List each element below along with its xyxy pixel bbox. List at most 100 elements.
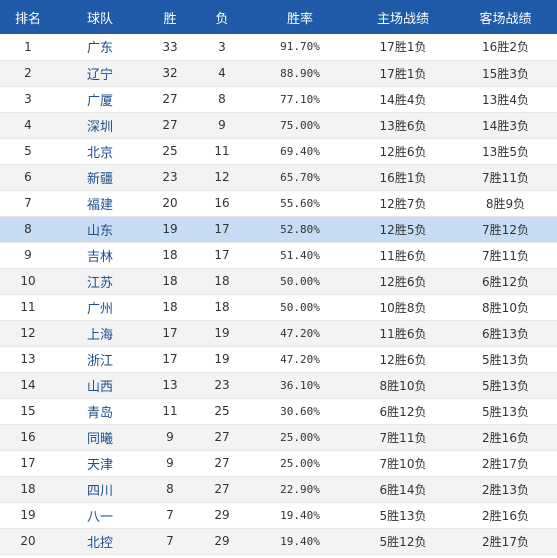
cell-losses: 29 xyxy=(196,502,248,529)
cell-away-record: 2胜17负 xyxy=(454,528,557,555)
cell-away-record: 6胜13负 xyxy=(454,320,557,347)
team-link[interactable]: 福建 xyxy=(56,190,144,217)
cell-rank: 20 xyxy=(0,528,56,555)
cell-losses: 27 xyxy=(196,450,248,477)
table-row[interactable]: 15 青岛 11 25 30.60% 6胜12负 5胜13负 xyxy=(0,398,557,425)
cell-rate: 50.00% xyxy=(248,294,352,321)
cell-wins: 17 xyxy=(144,346,196,373)
table-row[interactable]: 4 深圳 27 9 75.00% 13胜6负 14胜3负 xyxy=(0,112,557,139)
table-row[interactable]: 17 天津 9 27 25.00% 7胜10负 2胜17负 xyxy=(0,450,557,477)
table-row[interactable]: 9 吉林 18 17 51.40% 11胜6负 7胜11负 xyxy=(0,242,557,269)
cell-home-record: 16胜1负 xyxy=(352,164,454,191)
cell-home-record: 12胜6负 xyxy=(352,138,454,165)
table-row[interactable]: 12 上海 17 19 47.20% 11胜6负 6胜13负 xyxy=(0,320,557,347)
table-row[interactable]: 5 北京 25 11 69.40% 12胜6负 13胜5负 xyxy=(0,138,557,165)
table-row[interactable]: 8 山东 19 17 52.80% 12胜5负 7胜12负 xyxy=(0,216,557,243)
cell-away-record: 2胜17负 xyxy=(454,450,557,477)
cell-home-record: 7胜11负 xyxy=(352,424,454,451)
table-row[interactable]: 16 同曦 9 27 25.00% 7胜11负 2胜16负 xyxy=(0,424,557,451)
team-link[interactable]: 北控 xyxy=(56,528,144,555)
cell-home-record: 7胜10负 xyxy=(352,450,454,477)
cell-home-record: 17胜1负 xyxy=(352,60,454,87)
cell-rate: 30.60% xyxy=(248,398,352,425)
table-row[interactable]: 2 辽宁 32 4 88.90% 17胜1负 15胜3负 xyxy=(0,60,557,87)
cell-wins: 7 xyxy=(144,502,196,529)
cell-rank: 17 xyxy=(0,450,56,477)
cell-losses: 18 xyxy=(196,268,248,295)
team-link[interactable]: 青岛 xyxy=(56,398,144,425)
cell-home-record: 12胜6负 xyxy=(352,268,454,295)
cell-wins: 27 xyxy=(144,112,196,139)
team-link[interactable]: 新疆 xyxy=(56,164,144,191)
cell-wins: 11 xyxy=(144,398,196,425)
team-link[interactable]: 辽宁 xyxy=(56,60,144,87)
cell-rank: 15 xyxy=(0,398,56,425)
cell-losses: 25 xyxy=(196,398,248,425)
cell-wins: 7 xyxy=(144,528,196,555)
team-link[interactable]: 天津 xyxy=(56,450,144,477)
cell-home-record: 11胜6负 xyxy=(352,242,454,269)
cell-rank: 11 xyxy=(0,294,56,321)
table-row[interactable]: 14 山西 13 23 36.10% 8胜10负 5胜13负 xyxy=(0,372,557,399)
header-home: 主场战绩 xyxy=(376,11,429,27)
cell-rate: 25.00% xyxy=(248,450,352,477)
team-link[interactable]: 浙江 xyxy=(56,346,144,373)
cell-home-record: 12胜7负 xyxy=(352,190,454,217)
cell-away-record: 2胜16负 xyxy=(454,502,557,529)
team-link[interactable]: 吉林 xyxy=(56,242,144,269)
cell-away-record: 8胜9负 xyxy=(454,190,557,217)
header-losses: 负 xyxy=(215,11,229,27)
cell-wins: 9 xyxy=(144,424,196,451)
cell-rate: 19.40% xyxy=(248,528,352,555)
team-link[interactable]: 四川 xyxy=(56,476,144,503)
header-rank: 排名 xyxy=(14,11,41,27)
team-link[interactable]: 同曦 xyxy=(56,424,144,451)
cell-wins: 18 xyxy=(144,268,196,295)
cell-rate: 36.10% xyxy=(248,372,352,399)
team-link[interactable]: 山东 xyxy=(56,216,144,243)
cell-rate: 55.60% xyxy=(248,190,352,217)
cell-away-record: 13胜4负 xyxy=(454,86,557,113)
team-link[interactable]: 广厦 xyxy=(56,86,144,113)
team-link[interactable]: 山西 xyxy=(56,372,144,399)
team-link[interactable]: 深圳 xyxy=(56,112,144,139)
table-row[interactable]: 20 北控 7 29 19.40% 5胜12负 2胜17负 xyxy=(0,528,557,555)
cell-away-record: 5胜13负 xyxy=(454,398,557,425)
cell-home-record: 5胜12负 xyxy=(352,528,454,555)
cell-wins: 20 xyxy=(144,190,196,217)
team-link[interactable]: 上海 xyxy=(56,320,144,347)
table-row[interactable]: 10 江苏 18 18 50.00% 12胜6负 6胜12负 xyxy=(0,268,557,295)
cell-losses: 29 xyxy=(196,528,248,555)
cell-rank: 5 xyxy=(0,138,56,165)
cell-rate: 19.40% xyxy=(248,502,352,529)
team-link[interactable]: 广州 xyxy=(56,294,144,321)
table-row[interactable]: 11 广州 18 18 50.00% 10胜8负 8胜10负 xyxy=(0,294,557,321)
team-link[interactable]: 江苏 xyxy=(56,268,144,295)
table-row[interactable]: 3 广厦 27 8 77.10% 14胜4负 13胜4负 xyxy=(0,86,557,113)
cell-losses: 23 xyxy=(196,372,248,399)
cell-rate: 77.10% xyxy=(248,86,352,113)
cell-rank: 18 xyxy=(0,476,56,503)
table-row[interactable]: 7 福建 20 16 55.60% 12胜7负 8胜9负 xyxy=(0,190,557,217)
team-link[interactable]: 八一 xyxy=(56,502,144,529)
team-link[interactable]: 北京 xyxy=(56,138,144,165)
cell-away-record: 2胜13负 xyxy=(454,476,557,503)
table-row[interactable]: 18 四川 8 27 22.90% 6胜14负 2胜13负 xyxy=(0,476,557,503)
table-row[interactable]: 6 新疆 23 12 65.70% 16胜1负 7胜11负 xyxy=(0,164,557,191)
table-row[interactable]: 19 八一 7 29 19.40% 5胜13负 2胜16负 xyxy=(0,502,557,529)
table-body: 1 广东 33 3 91.70% 17胜1负 16胜2负 2 辽宁 32 4 88.90% 17胜1负 1… xyxy=(0,34,557,555)
cell-wins: 27 xyxy=(144,86,196,113)
cell-losses: 18 xyxy=(196,294,248,321)
cell-losses: 9 xyxy=(196,112,248,139)
cell-away-record: 6胜12负 xyxy=(454,268,557,295)
cell-losses: 19 xyxy=(196,346,248,373)
table-row[interactable]: 13 浙江 17 19 47.20% 12胜6负 5胜13负 xyxy=(0,346,557,373)
cell-home-record: 10胜8负 xyxy=(352,294,454,321)
cell-losses: 8 xyxy=(196,86,248,113)
cell-home-record: 14胜4负 xyxy=(352,86,454,113)
table-row[interactable]: 1 广东 33 3 91.70% 17胜1负 16胜2负 xyxy=(0,34,557,61)
team-link[interactable]: 广东 xyxy=(56,34,144,61)
cell-away-record: 7胜11负 xyxy=(454,242,557,269)
cell-losses: 17 xyxy=(196,216,248,243)
